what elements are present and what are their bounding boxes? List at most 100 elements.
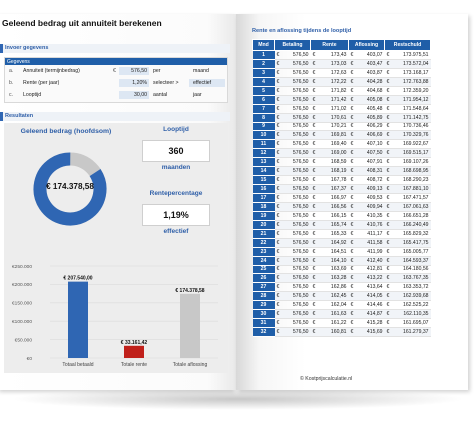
rente-cell: €164,92 <box>310 238 349 248</box>
looptijd-input[interactable]: 30,00 <box>134 92 147 98</box>
row-letter: c. <box>9 92 14 98</box>
currency-symbol: € <box>386 87 390 94</box>
amount: 173,43 <box>330 51 347 58</box>
annuiteit-input[interactable]: 576,50 <box>131 68 147 74</box>
period-select[interactable]: maand <box>193 68 209 74</box>
month-cell: 26 <box>252 273 275 284</box>
category-label: Totale rente <box>121 362 147 368</box>
restschuld-cell: €163.767,35 <box>384 273 431 284</box>
betaling-cell: €576,50 <box>274 256 311 266</box>
currency-symbol: € <box>312 69 316 76</box>
currency-symbol: € <box>312 194 316 201</box>
aflossing-cell: €414,46 <box>348 300 385 311</box>
amount: 576,50 <box>292 239 309 246</box>
aflossing-cell: €408,31 <box>348 166 385 177</box>
betaling-cell: €576,50 <box>274 175 311 186</box>
currency-symbol: € <box>350 311 354 318</box>
currency-symbol: € <box>386 96 390 103</box>
currency-symbol: € <box>276 159 280 166</box>
header-betaling: Betaling <box>274 39 311 51</box>
amount: 407,10 <box>366 141 383 148</box>
restschuld-cell: €162.939,68 <box>384 291 431 302</box>
rente-cell: €160,81 <box>310 327 349 337</box>
currency-symbol: € <box>276 248 280 255</box>
inputs-box: Gegevens a. Annuiteit (termijnbedrag) € … <box>4 57 228 103</box>
currency-symbol: € <box>386 239 390 246</box>
currency-symbol: € <box>276 230 280 237</box>
month-cell: 30 <box>252 309 275 320</box>
currency-symbol: € <box>386 105 390 112</box>
rente-type-select[interactable]: effectief <box>193 80 212 86</box>
currency-symbol: € <box>312 221 316 228</box>
currency-symbol: € <box>312 230 316 237</box>
row-label: Annuiteit (termijnbedrag) <box>23 68 80 74</box>
aflossing-cell: €409,94 <box>348 202 385 212</box>
table-row: 14 €576,50 €168,19 €408,31 €168.698,95 <box>252 166 431 177</box>
table-row: 1 €576,50 €173,43 €403,07 €173.975,51 <box>252 50 431 60</box>
aflossing-cell: €407,50 <box>348 148 385 159</box>
amount: 161,22 <box>330 320 347 327</box>
rente-input[interactable]: 1,20% <box>132 80 147 86</box>
month-cell: 5 <box>252 86 275 96</box>
header-aflossing: Aflossing <box>348 39 385 51</box>
currency-symbol: € <box>386 114 390 121</box>
month-cell: 11 <box>252 139 275 150</box>
betaling-cell: €576,50 <box>274 50 311 60</box>
table-row: 21 €576,50 €165,33 €411,17 €165.829,32 <box>252 229 431 239</box>
amount: 170,21 <box>330 123 347 130</box>
currency-symbol: € <box>386 311 390 318</box>
amount: 576,50 <box>292 329 309 336</box>
rente-cell: €162,86 <box>310 282 349 293</box>
y-tick-label: €200.000 <box>12 282 32 288</box>
amount: 576,50 <box>292 132 309 139</box>
input-row-annuiteit: a. Annuiteit (termijnbedrag) € 576,50 pe… <box>7 66 227 76</box>
restschuld-cell: €166.240,49 <box>384 220 431 230</box>
aflossing-cell: €407,10 <box>348 139 385 150</box>
amount: 576,50 <box>292 194 309 201</box>
aflossing-cell: €414,05 <box>348 291 385 302</box>
table-row: 27 €576,50 €162,86 €413,64 €163.353,72 <box>252 282 431 293</box>
looptijd-unit: maanden <box>161 164 191 171</box>
aflossing-cell: €413,64 <box>348 282 385 293</box>
table-row: 8 €576,50 €170,61 €405,89 €171.142,75 <box>252 113 431 123</box>
currency-symbol: € <box>312 320 316 327</box>
currency-symbol: € <box>312 239 316 246</box>
y-tick-label: €50.000 <box>15 337 33 343</box>
currency-symbol: € <box>350 293 354 300</box>
amount: 576,50 <box>292 87 309 94</box>
header-restschuld: Restschuld <box>384 39 431 51</box>
currency-symbol: € <box>312 257 316 264</box>
currency-symbol: € <box>312 275 316 282</box>
betaling-cell: €576,50 <box>274 327 311 337</box>
currency-symbol: € <box>312 105 316 112</box>
amount: 169,00 <box>330 150 347 157</box>
currency-symbol: € <box>386 150 390 157</box>
rente-cell: €170,21 <box>310 122 349 132</box>
currency-symbol: € <box>276 60 280 67</box>
table-row: 30 €576,50 €161,63 €414,87 €162.110,35 <box>252 309 431 320</box>
restschuld-cell: €161.279,37 <box>384 327 431 337</box>
aflossing-cell: €404,28 <box>348 77 385 87</box>
amount: 576,50 <box>292 177 309 184</box>
rente-label: Rentepercentage <box>149 190 203 197</box>
month-cell: 2 <box>252 59 275 69</box>
amount: 162.525,22 <box>403 302 429 309</box>
donut-value: € 174.378,58 <box>46 182 94 191</box>
currency-symbol: € <box>276 186 280 193</box>
currency-symbol: € <box>312 159 316 166</box>
betaling-cell: €576,50 <box>274 139 311 150</box>
currency-symbol: € <box>386 248 390 255</box>
rente-cell: €173,43 <box>310 50 349 60</box>
month-cell: 12 <box>252 148 275 159</box>
currency-symbol: € <box>276 293 280 300</box>
table-row: 4 €576,50 €172,22 €404,28 €172.763,88 <box>252 77 431 87</box>
input-row-looptijd: c. Looptijd 30,00 aantal jaar <box>7 90 227 100</box>
amount: 162,86 <box>330 284 347 291</box>
currency-symbol: € <box>276 51 280 58</box>
month-cell: 16 <box>252 184 275 194</box>
amount: 412,81 <box>366 266 383 273</box>
amount: 170.736,46 <box>403 123 429 130</box>
currency-symbol: € <box>276 150 280 157</box>
table-row: 22 €576,50 €164,92 €411,58 €165.417,75 <box>252 238 431 248</box>
betaling-cell: €576,50 <box>274 309 311 320</box>
